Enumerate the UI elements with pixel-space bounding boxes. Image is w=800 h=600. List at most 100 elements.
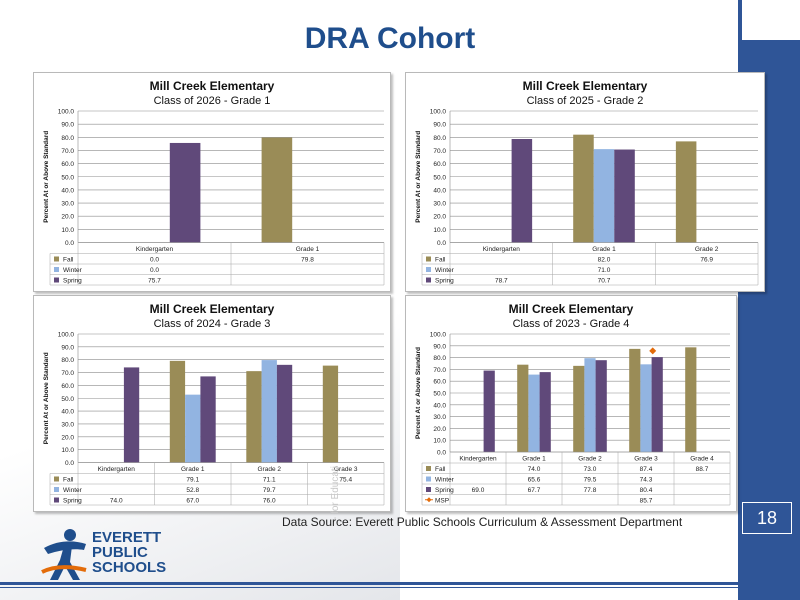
chart-title: Mill Creek Elementary: [150, 302, 275, 316]
y-tick-label: 50.0: [433, 174, 446, 181]
everett-logo: EVERETT PUBLIC SCHOOLS: [40, 526, 180, 584]
legend-label: Winter: [435, 476, 455, 483]
data-label: 75.4: [339, 476, 352, 483]
y-tick-label: 30.0: [61, 201, 74, 208]
chart-subtitle: Class of 2025 - Grade 2: [527, 95, 644, 107]
legend-swatch-winter: [426, 267, 431, 272]
y-axis-label: Percent At or Above Standard: [415, 347, 422, 439]
marker-msp: [649, 347, 657, 355]
data-label: 82.0: [598, 256, 611, 263]
bar-fall: [685, 347, 697, 452]
bar-spring: [200, 376, 216, 463]
bar-fall: [169, 360, 186, 463]
y-tick-label: 30.0: [433, 201, 446, 208]
legend-label: Spring: [63, 497, 82, 504]
x-tick-label: Grade 1: [296, 246, 320, 253]
y-tick-label: 100.0: [58, 332, 75, 339]
data-label: 76.0: [263, 497, 276, 504]
y-tick-label: 10.0: [61, 447, 74, 454]
data-label: 69.0: [472, 487, 485, 494]
bar-spring: [169, 142, 201, 243]
chart-svg: Mill Creek Elementary Class of 2025 - Gra…: [415, 79, 759, 286]
bar-spring: [595, 360, 607, 452]
bar-fall: [629, 348, 641, 452]
y-tick-label: 10.0: [433, 227, 446, 234]
y-tick-label: 60.0: [61, 383, 74, 390]
legend-label: Fall: [435, 466, 446, 473]
y-tick-label: 70.0: [433, 367, 446, 374]
y-tick-label: 0.0: [65, 240, 74, 247]
data-source: Data Source: Everett Public Schools Curr…: [282, 515, 683, 529]
y-tick-label: 50.0: [61, 396, 74, 403]
y-tick-label: 50.0: [433, 391, 446, 398]
legend-label: Spring: [63, 277, 82, 284]
legend-label: Winter: [63, 267, 83, 274]
chart-svg: Mill Creek Elementary Class of 2024 - Gra…: [43, 302, 385, 506]
y-tick-label: 70.0: [433, 148, 446, 155]
y-axis-label: Percent At or Above Standard: [43, 131, 50, 223]
data-label: 79.7: [263, 487, 276, 494]
chart-subtitle: Class of 2026 - Grade 1: [154, 95, 271, 107]
y-tick-label: 80.0: [61, 135, 74, 142]
data-label: 88.7: [696, 466, 709, 473]
x-tick-label: Grade 4: [690, 456, 714, 463]
data-label: 0.0: [150, 267, 159, 274]
data-label: 80.4: [640, 487, 653, 494]
bar-fall: [517, 364, 529, 452]
data-label: 71.0: [598, 267, 611, 274]
chart-panel-class-2025: Mill Creek Elementary Class of 2025 - Gra…: [405, 72, 765, 292]
data-label: 67.7: [528, 487, 541, 494]
y-tick-label: 0.0: [65, 460, 74, 467]
data-label: 79.8: [301, 256, 314, 263]
bar-fall: [675, 141, 697, 243]
legend-label: Fall: [435, 256, 446, 263]
x-tick-label: Kindergarten: [136, 246, 174, 253]
y-tick-label: 10.0: [433, 438, 446, 445]
y-tick-label: 70.0: [61, 370, 74, 377]
data-label: 70.7: [598, 277, 611, 284]
bar-fall: [322, 365, 339, 463]
y-tick-label: 20.0: [61, 214, 74, 221]
chart-title: Mill Creek Elementary: [523, 79, 648, 93]
legend-label: Spring: [435, 277, 454, 284]
y-axis-label: Percent At or Above Standard: [43, 352, 50, 444]
legend-swatch-winter: [54, 487, 59, 492]
legend-swatch-fall: [426, 466, 431, 471]
legend-marker-msp: [426, 497, 432, 503]
y-tick-label: 50.0: [61, 174, 74, 181]
bar-spring: [123, 367, 140, 463]
data-label: 75.7: [148, 277, 161, 284]
slide-title: DRA Cohort: [304, 22, 476, 55]
legend-swatch-spring: [426, 277, 431, 283]
x-tick-label: Grade 2: [578, 456, 602, 463]
bottom-rule: [0, 582, 738, 585]
bar-winter: [640, 364, 652, 452]
data-label: 76.9: [700, 256, 713, 263]
y-tick-label: 60.0: [433, 161, 446, 168]
y-tick-label: 40.0: [61, 187, 74, 194]
logo-line-1: EVERETT: [92, 529, 162, 546]
logo-line-3: SCHOOLS: [92, 559, 167, 576]
legend-swatch-spring: [54, 277, 59, 283]
legend-label: Winter: [435, 267, 455, 274]
bar-winter: [261, 360, 277, 463]
bar-spring: [511, 139, 533, 243]
data-label: 78.7: [495, 277, 508, 284]
data-label: 79.5: [584, 476, 597, 483]
data-label: 71.1: [263, 476, 276, 483]
y-tick-label: 80.0: [61, 357, 74, 364]
bar-winter: [593, 149, 615, 243]
x-tick-label: Grade 1: [592, 246, 616, 253]
y-tick-label: 60.0: [433, 379, 446, 386]
x-tick-label: Grade 2: [258, 466, 282, 473]
bar-spring: [614, 149, 635, 243]
legend-swatch-spring: [54, 497, 59, 503]
data-label: 85.7: [640, 497, 653, 504]
bar-spring: [539, 372, 551, 452]
y-tick-label: 70.0: [61, 148, 74, 155]
x-tick-label: Kindergarten: [483, 246, 521, 253]
legend-swatch-fall: [426, 256, 431, 262]
bar-fall: [261, 137, 293, 243]
page-number: 18: [742, 502, 792, 534]
legend-label: Spring: [435, 487, 454, 494]
